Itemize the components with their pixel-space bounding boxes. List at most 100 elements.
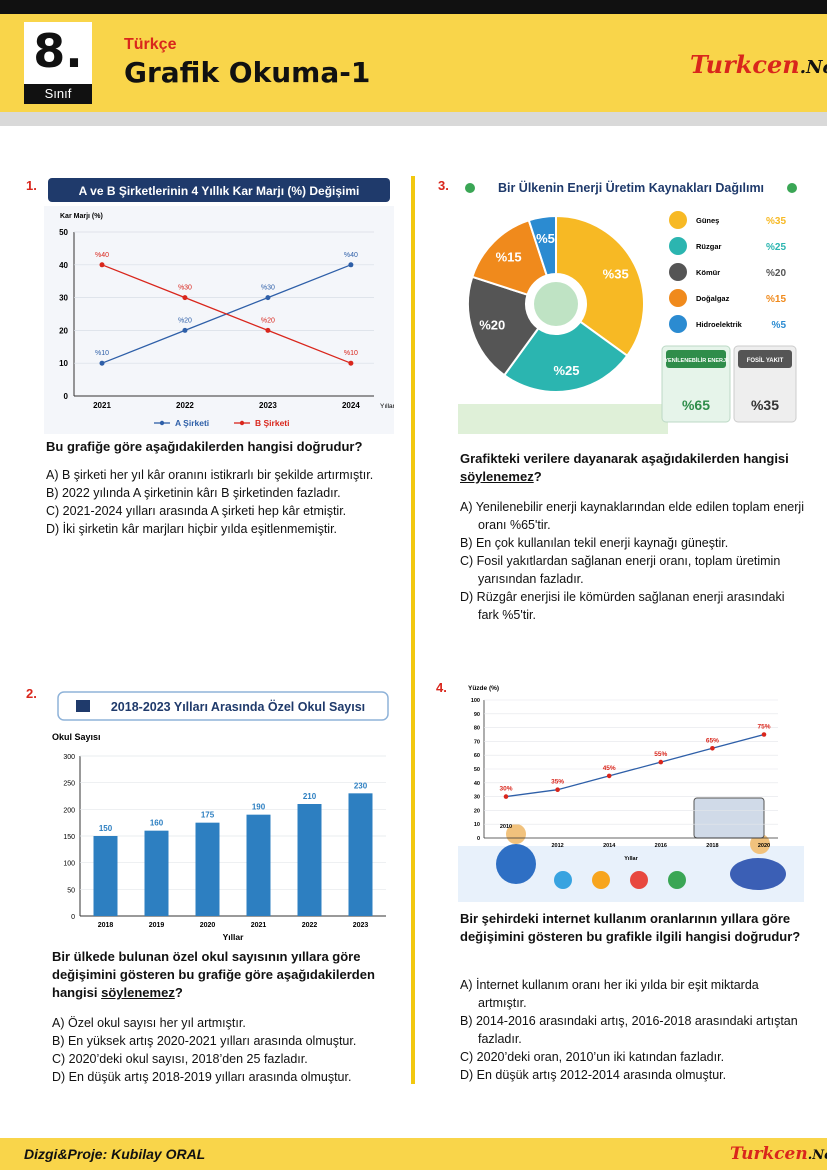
fossil-header bbox=[738, 350, 792, 368]
q2-x-tick: 2023 bbox=[353, 922, 369, 929]
fossil-value: %35 bbox=[751, 397, 779, 413]
q1-data-label: %10 bbox=[95, 350, 109, 357]
q3-legend-label: Güneş bbox=[696, 216, 719, 225]
q3-slice-label: %5 bbox=[536, 231, 555, 246]
q3-option-a[interactable]: A) Yenilenebilir enerji kaynaklarından e… bbox=[460, 500, 804, 532]
q4-x-tick: 2014 bbox=[603, 843, 616, 849]
q3-option-b[interactable]: B) En çok kullanılan tekil enerji kaynağ… bbox=[460, 536, 729, 550]
q4-data-label: 65% bbox=[706, 737, 719, 744]
q2-question-u: söylenemez bbox=[101, 985, 175, 1000]
q1-data-label: %20 bbox=[178, 317, 192, 324]
q4-series-line bbox=[505, 733, 765, 798]
q4-chart: Yüzde (%) 0 10 20 30 40 50 60 70 80 90 100 2010 2012… bbox=[458, 685, 804, 902]
q1-legend-marker bbox=[239, 420, 245, 426]
cloud-icon bbox=[554, 871, 572, 889]
q4-xlabel: Yıllar bbox=[624, 856, 638, 862]
q1-data-label: %30 bbox=[178, 285, 192, 292]
q1-series-line-2 bbox=[101, 264, 352, 364]
q4-data-label: 45% bbox=[603, 765, 616, 772]
page-title: Grafik Okuma-1 bbox=[124, 56, 371, 89]
q2-option-c[interactable]: C) 2020’deki okul sayısı, 2018’den 25 fa… bbox=[52, 1052, 308, 1066]
q3-legend-icon bbox=[669, 237, 687, 255]
q2-bar bbox=[195, 822, 220, 916]
q2-options: A) Özel okul sayısı her yıl artmıştır. B… bbox=[52, 1014, 400, 1086]
q3-legend-label: Doğalgaz bbox=[696, 294, 730, 303]
q3-legend-icon bbox=[669, 315, 687, 333]
q2-ylabel: Okul Sayısı bbox=[52, 732, 101, 742]
q2-x-tick: 2021 bbox=[251, 922, 267, 929]
q4-point bbox=[606, 773, 612, 779]
person-head-icon bbox=[506, 824, 526, 844]
q3-option-c[interactable]: C) Fosil yakıtlardan sağlanan enerji ora… bbox=[460, 554, 781, 586]
q1-point bbox=[265, 295, 271, 301]
column-divider bbox=[411, 176, 415, 1084]
q2-y-tick: 250 bbox=[63, 781, 75, 788]
q3-question-b: ? bbox=[533, 469, 542, 484]
q1-title-bar bbox=[48, 178, 390, 202]
q3-slice bbox=[527, 214, 557, 277]
q1-option-c[interactable]: C) 2021-2024 yılları arasında A şirketi … bbox=[46, 504, 347, 518]
q3-option-d[interactable]: D) Rüzgâr enerjisi ile kömürden sağlanan… bbox=[460, 590, 785, 622]
q4-point bbox=[658, 759, 664, 765]
q4-y-tick: 50 bbox=[474, 767, 480, 773]
q1-data-label: %40 bbox=[95, 252, 109, 259]
q2-y-tick: 100 bbox=[63, 861, 75, 868]
q2-y-tick: 200 bbox=[63, 807, 75, 814]
q2-data-label: 150 bbox=[99, 824, 113, 833]
q2-title-box bbox=[57, 691, 389, 721]
q2-bar bbox=[348, 793, 373, 916]
q1-option-b[interactable]: B) 2022 yılında A şirketinin kârı B şirk… bbox=[46, 486, 341, 500]
q1-number: 1. bbox=[26, 178, 37, 193]
q3-legend-value: %20 bbox=[766, 268, 786, 279]
q1-point bbox=[348, 262, 354, 268]
q3-question-a: Grafikteki verilere dayanarak aşağıdakil… bbox=[460, 451, 789, 466]
q4-option-b[interactable]: B) 2014-2016 arasındaki artış, 2016-2018… bbox=[460, 1014, 798, 1046]
q4-option-c[interactable]: C) 2020’deki oran, 2010’un iki katından … bbox=[460, 1050, 725, 1064]
q3-question-u: söylenemez bbox=[460, 469, 534, 484]
q4-x-tick: 2020 bbox=[758, 843, 770, 849]
q3-slice bbox=[502, 320, 629, 393]
q1-question: Bu grafiğe göre aşağıdakilerden hangisi … bbox=[46, 439, 363, 454]
q1-chart-title: A ve B Şirketlerinin 4 Yıllık Kar Marjı … bbox=[79, 184, 360, 198]
q1-x-tick: 2022 bbox=[176, 401, 194, 410]
q3-legend-label: Rüzgar bbox=[696, 242, 722, 251]
q3-question: Grafikteki verilere dayanarak aşağıdakil… bbox=[460, 450, 804, 486]
q3-slice bbox=[467, 275, 540, 377]
q1-point bbox=[265, 327, 271, 333]
page-header bbox=[0, 14, 827, 112]
brand-logo: Turkcen.Net bbox=[690, 50, 827, 79]
q2-bar bbox=[246, 814, 271, 916]
q3-legend-label: Hidroelektrik bbox=[696, 320, 743, 329]
q3-chart-title: Bir Ülkenin Enerji Üretim Kaynakları Dağ… bbox=[498, 180, 764, 195]
q3-slice-label: %15 bbox=[496, 250, 522, 265]
q3-legend-value: %5 bbox=[772, 320, 787, 331]
q4-y-tick: 90 bbox=[474, 712, 480, 718]
grade-number: 8. bbox=[33, 24, 83, 78]
laptop-icon bbox=[693, 797, 765, 839]
q3-legend-icon bbox=[669, 211, 687, 229]
q4-option-a[interactable]: A) İnternet kullanım oranı her iki yılda… bbox=[460, 978, 759, 1010]
q2-option-d[interactable]: D) En düşük artış 2018-2019 yılları aras… bbox=[52, 1070, 352, 1084]
q1-point bbox=[348, 360, 354, 366]
q2-data-label: 190 bbox=[252, 803, 266, 812]
q4-y-tick: 0 bbox=[477, 836, 480, 842]
q4-data-label: 35% bbox=[551, 779, 564, 786]
q1-x-tick: 2023 bbox=[259, 401, 277, 410]
top-bar bbox=[0, 0, 827, 14]
q2-data-label: 210 bbox=[303, 792, 317, 801]
q1-data-label: %10 bbox=[344, 350, 358, 357]
q4-option-d[interactable]: D) En düşük artış 2012-2014 arasında olm… bbox=[460, 1068, 727, 1082]
renewable-label: YENİLENEBİLİR ENERJİ bbox=[664, 357, 728, 364]
q4-x-tick: 2016 bbox=[655, 843, 667, 849]
wind-turbine-icon bbox=[534, 282, 578, 326]
q2-chart-title: 2018-2023 Yılları Arasında Özel Okul Say… bbox=[111, 699, 365, 714]
q4-data-label: 75% bbox=[757, 724, 770, 731]
q2-number: 2. bbox=[26, 686, 37, 701]
q4-y-tick: 30 bbox=[474, 795, 480, 801]
q1-option-d[interactable]: D) İki şirketin kâr marjları hiçbir yıld… bbox=[46, 522, 338, 536]
q1-option-a[interactable]: A) B şirketi her yıl kâr oranını istikra… bbox=[46, 468, 374, 482]
q2-option-b[interactable]: B) En yüksek artış 2020-2021 yılları ara… bbox=[52, 1034, 357, 1048]
q3-chart: Bir Ülkenin Enerji Üretim Kaynakları Dağ… bbox=[458, 180, 797, 434]
q2-option-a[interactable]: A) Özel okul sayısı her yıl artmıştır. bbox=[52, 1016, 246, 1030]
q2-x-tick: 2022 bbox=[302, 922, 318, 929]
